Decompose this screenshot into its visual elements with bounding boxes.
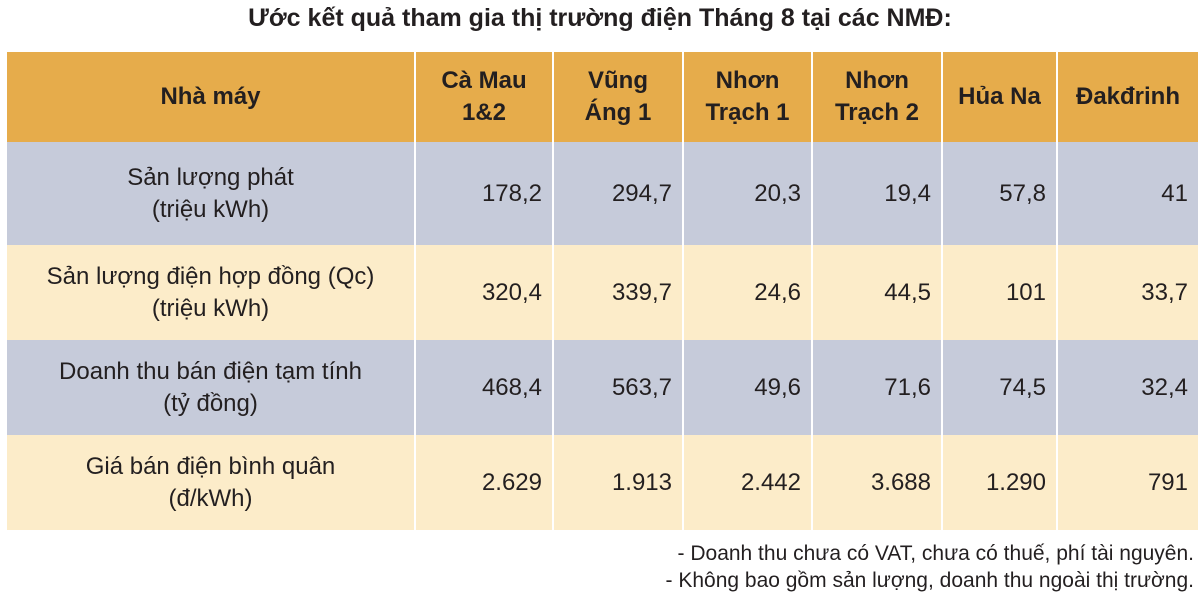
value-cell: 33,7: [1056, 245, 1198, 340]
cell-line: (đ/kWh): [168, 484, 253, 512]
cell-line: Áng 1: [584, 99, 652, 126]
value-cell: 339,7: [552, 245, 683, 340]
notes: - Doanh thu chưa có VAT, chưa có thuế, p…: [666, 540, 1195, 594]
header-row: Nhà máy Cà Mau 1&2 Vũng Áng 1 Nhơn Trạch 1 Nhơn…: [7, 52, 1198, 142]
value-cell: 294,7: [552, 142, 683, 245]
value-cell: 57,8: [941, 142, 1057, 245]
header-cell: Nhà máy: [7, 52, 415, 142]
cell-line: Sản lượng phát: [127, 163, 294, 191]
value-cell: 468,4: [414, 340, 553, 435]
value-cell: 178,2: [414, 142, 553, 245]
note: - Doanh thu chưa có VAT, chưa có thuế, p…: [677, 542, 1194, 565]
header-cell: Nhơn Trạch 1: [682, 52, 812, 142]
value-cell: 563,7: [552, 340, 683, 435]
value-cell: 74,5: [941, 340, 1057, 435]
value-cell: 101: [941, 245, 1057, 340]
value-cell: 320,4: [414, 245, 553, 340]
row-label: Sản lượng phát (triệu kWh): [7, 142, 415, 245]
table-row: Giá bán điện bình quân (đ/kWh) 2.629 1.913 2…: [7, 435, 1198, 530]
header-cell: Vũng Áng 1: [552, 52, 683, 142]
value-cell: 1.290: [941, 435, 1057, 530]
row-label: Sản lượng điện hợp đồng (Qc) (triệu kWh): [7, 245, 415, 340]
row-label: Doanh thu bán điện tạm tính (tỷ đồng): [7, 340, 415, 435]
header-cell: Nhơn Trạch 2: [811, 52, 942, 142]
value-cell: 791: [1056, 435, 1198, 530]
results-table: Nhà máy Cà Mau 1&2 Vũng Áng 1 Nhơn Trạch 1 Nhơn…: [7, 52, 1198, 530]
value-cell: 24,6: [682, 245, 812, 340]
header-cell: Cà Mau 1&2: [414, 52, 553, 142]
value-cell: 44,5: [811, 245, 942, 340]
cell-line: Nhơn: [845, 67, 909, 94]
value-cell: 19,4: [811, 142, 942, 245]
cell-line: Nhà máy: [160, 83, 261, 110]
header-cell: Đakđrinh: [1056, 52, 1198, 142]
cell-line: (triệu kWh): [151, 195, 270, 223]
table-row: Sản lượng điện hợp đồng (Qc) (triệu kWh) 3…: [7, 245, 1198, 340]
value-cell: 1.913: [552, 435, 683, 530]
cell-line: 1&2: [461, 99, 507, 126]
cell-line: Hủa Na: [958, 83, 1041, 110]
cell-line: (tỷ đồng): [163, 389, 258, 417]
cell-line: Sản lượng điện hợp đồng (Qc): [46, 262, 375, 290]
value-cell: 32,4: [1056, 340, 1198, 435]
cell-line: Giá bán điện bình quân: [85, 452, 336, 480]
value-cell: 49,6: [682, 340, 812, 435]
value-cell: 20,3: [682, 142, 812, 245]
header-cell: Hủa Na: [941, 52, 1057, 142]
value-cell: 71,6: [811, 340, 942, 435]
value-cell: 2.442: [682, 435, 812, 530]
value-cell: 2.629: [414, 435, 553, 530]
row-label: Giá bán điện bình quân (đ/kWh): [7, 435, 415, 530]
value-cell: 3.688: [811, 435, 942, 530]
cell-line: Doanh thu bán điện tạm tính: [59, 357, 362, 385]
cell-line: Nhơn: [715, 67, 780, 94]
table-row: Sản lượng phát (triệu kWh) 178,2 294,7 20,3 1…: [7, 142, 1198, 245]
cell-line: Cà Mau: [441, 67, 527, 94]
note: - Không bao gồm sản lượng, doanh thu ngo…: [665, 569, 1195, 592]
cell-line: Trạch 1: [705, 99, 790, 126]
cell-line: Đakđrinh: [1075, 83, 1180, 110]
value-cell: 41: [1056, 142, 1198, 245]
cell-line: Trạch 2: [834, 99, 920, 126]
title: Ước kết quả tham gia thị trường điện Thá…: [248, 4, 952, 32]
table-row: Doanh thu bán điện tạm tính (tỷ đồng) 468,…: [7, 340, 1198, 435]
cell-line: Vũng: [588, 67, 648, 94]
cell-line: (triệu kWh): [151, 294, 270, 322]
